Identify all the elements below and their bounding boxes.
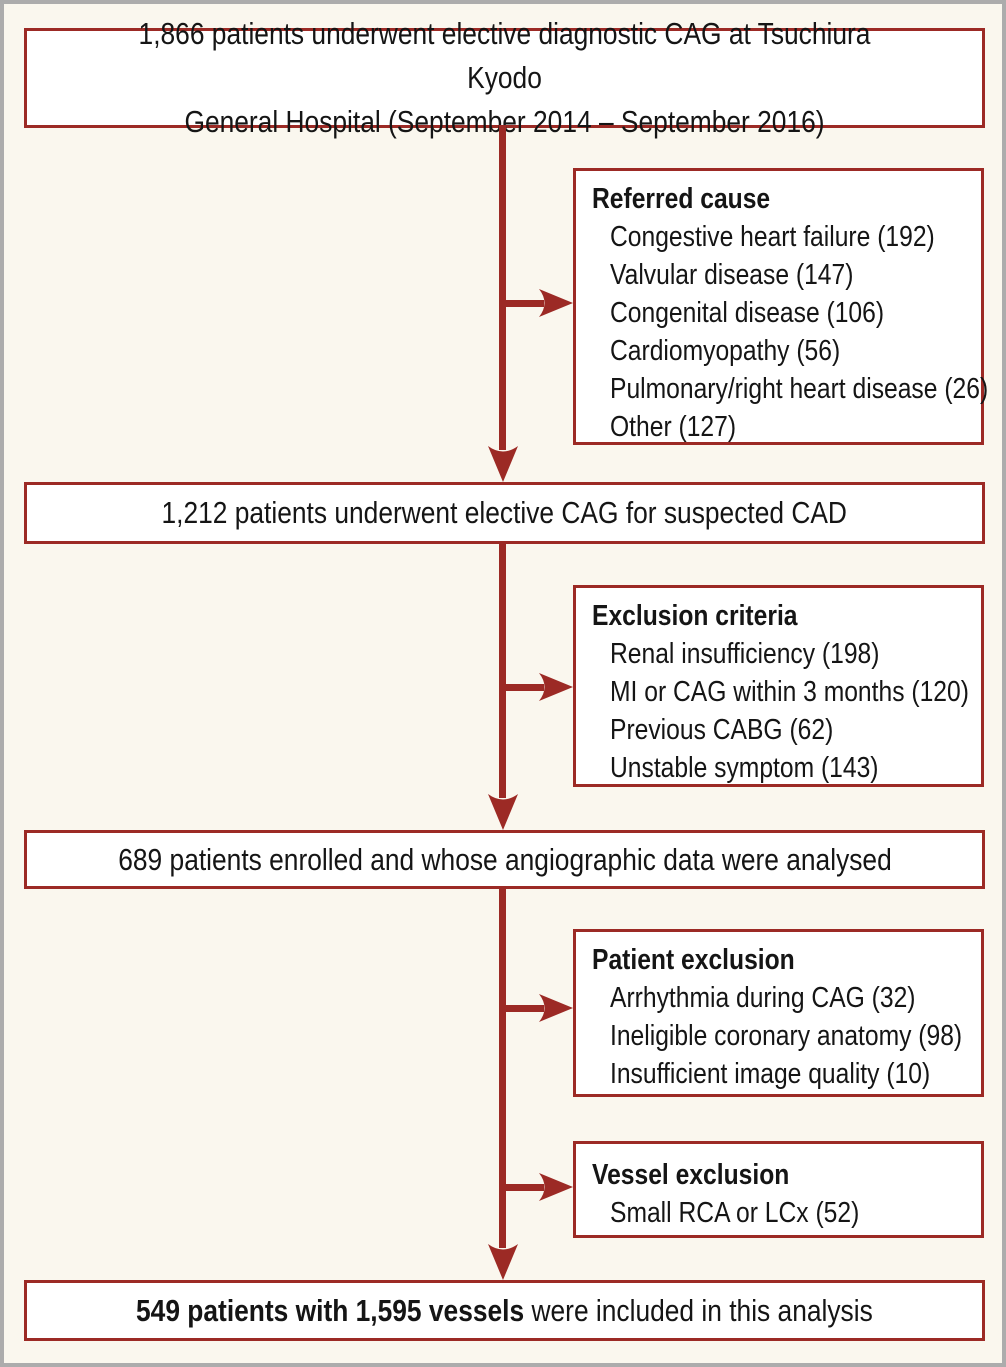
arrow-right-icon — [539, 994, 573, 1022]
branch-line — [499, 684, 544, 691]
vessel-exclusion-title: Vessel exclusion — [592, 1159, 790, 1191]
box-final-analysis-text: 549 patients with 1,595 vessels were inc… — [136, 1289, 873, 1333]
box-patient-exclusion: Patient exclusion Arrhythmia during CAG … — [573, 929, 984, 1097]
list-item: Valvular disease (147) — [610, 259, 854, 291]
branch-line — [499, 1005, 544, 1012]
box-exclusion-criteria: Exclusion criteria Renal insufficiency (… — [573, 585, 984, 787]
arrow-down-icon — [488, 1244, 518, 1280]
referred-cause-title: Referred cause — [592, 183, 771, 215]
arrow-down-icon — [488, 794, 518, 830]
box-enrolled-patients-text: 689 patients enrolled and whose angiogra… — [117, 841, 892, 877]
list-item: Congestive heart failure (192) — [610, 221, 935, 253]
list-item: Other (127) — [610, 411, 737, 443]
exclusion-criteria-title: Exclusion criteria — [592, 600, 798, 632]
list-item: Small RCA or LCx (52) — [610, 1197, 860, 1229]
final-analysis-regular-text: were included in this analysis — [524, 1292, 873, 1328]
box-suspected-cad: 1,212 patients underwent elective CAG fo… — [24, 482, 985, 544]
connector-line — [499, 125, 506, 450]
box-enrolled-patients: 689 patients enrolled and whose angiogra… — [24, 830, 985, 889]
branch-line — [499, 300, 544, 307]
box-vessel-exclusion: Vessel exclusion Small RCA or LCx (52) — [573, 1141, 984, 1238]
list-item: Renal insufficiency (198) — [610, 638, 880, 670]
arrow-right-icon — [539, 1173, 573, 1201]
connector-line — [499, 542, 506, 798]
final-analysis-bold-text: 549 patients with 1,595 vessels — [136, 1292, 525, 1328]
connector-line — [499, 887, 506, 1248]
box-initial-patients-text: 1,866 patients underwent elective diagno… — [138, 16, 871, 139]
list-item: Cardiomyopathy (56) — [610, 335, 841, 367]
arrow-right-icon — [539, 289, 573, 317]
box-suspected-cad-text: 1,212 patients underwent elective CAG fo… — [161, 495, 848, 530]
list-item: Arrhythmia during CAG (32) — [610, 982, 916, 1014]
list-item: Insufficient image quality (10) — [610, 1058, 931, 1090]
list-item: Previous CABG (62) — [610, 714, 834, 746]
branch-line — [499, 1184, 544, 1191]
box-final-analysis: 549 patients with 1,595 vessels were inc… — [24, 1280, 985, 1341]
list-item: Unstable symptom (143) — [610, 752, 879, 784]
box-initial-patients: 1,866 patients underwent elective diagno… — [24, 16, 985, 139]
list-item: MI or CAG within 3 months (120) — [610, 676, 969, 708]
list-item: Pulmonary/right heart disease (26) — [610, 373, 989, 405]
arrow-down-icon — [488, 446, 518, 482]
list-item: Congenital disease (106) — [610, 297, 885, 329]
patient-exclusion-title: Patient exclusion — [592, 944, 795, 976]
box-referred-cause: Referred cause Congestive heart failure … — [573, 168, 989, 445]
list-item: Ineligible coronary anatomy (98) — [610, 1020, 963, 1052]
arrow-right-icon — [539, 673, 573, 701]
